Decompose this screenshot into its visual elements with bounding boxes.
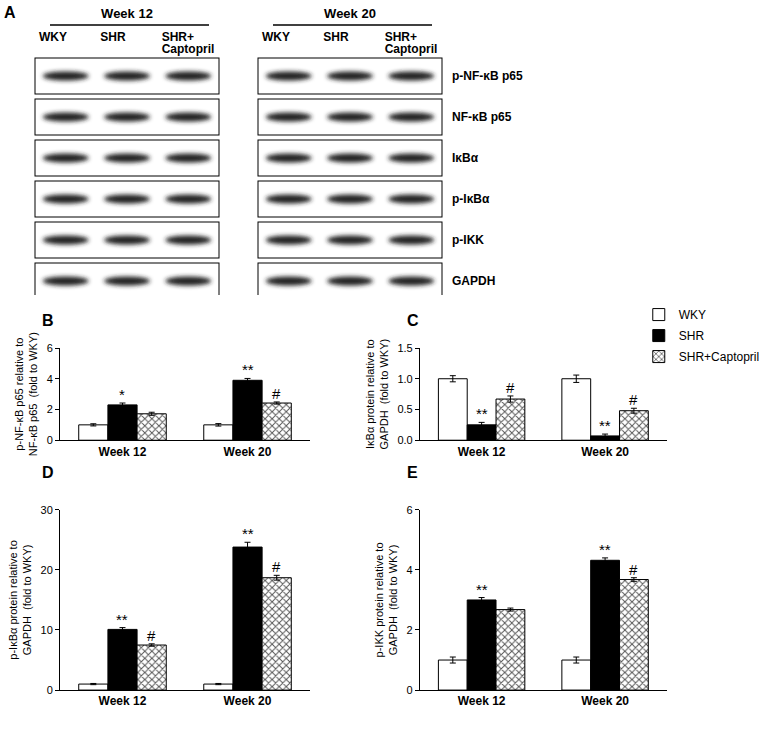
svg-text:A: A [4, 4, 16, 21]
svg-text:**: ** [476, 581, 488, 598]
svg-text:0: 0 [47, 434, 53, 446]
svg-text:E: E [407, 464, 418, 481]
svg-text:Week 20: Week 20 [581, 445, 629, 459]
svg-text:p-IKK: p-IKK [452, 233, 484, 247]
svg-text:6: 6 [407, 504, 413, 516]
svg-text:p-NF-κB p65 relative toNF-κB p: p-NF-κB p65 relative toNF-κB p65 (fold t… [13, 332, 39, 456]
svg-text:p-IKK protein relative toGAPDH: p-IKK protein relative toGAPDH (fold to … [373, 542, 399, 657]
svg-text:Captopril: Captopril [385, 42, 438, 56]
svg-text:1.5: 1.5 [397, 342, 412, 354]
svg-text:#: # [147, 627, 156, 644]
svg-text:**: ** [476, 405, 488, 422]
svg-text:Week 20: Week 20 [224, 445, 272, 459]
svg-text:4: 4 [407, 564, 413, 576]
svg-text:Week 12: Week 12 [101, 6, 153, 21]
svg-text:Week 12: Week 12 [458, 445, 506, 459]
svg-text:SHR+Captopril: SHR+Captopril [679, 350, 759, 364]
svg-text:**: ** [242, 525, 254, 542]
svg-text:#: # [629, 391, 638, 408]
svg-text:6: 6 [47, 342, 53, 354]
svg-text:SHR+: SHR+ [384, 30, 417, 44]
svg-text:4: 4 [47, 373, 53, 385]
svg-text:SHR: SHR [679, 329, 705, 343]
svg-text:IκBα protein relative toGAPDH: IκBα protein relative toGAPDH (fold to W… [364, 339, 390, 450]
svg-text:2: 2 [47, 403, 53, 415]
svg-text:GAPDH: GAPDH [452, 274, 495, 288]
svg-text:Week 12: Week 12 [99, 445, 147, 459]
svg-text:#: # [272, 385, 281, 402]
svg-text:*: * [119, 386, 125, 403]
svg-text:SHR: SHR [100, 30, 126, 44]
svg-text:p-NF-κB p65: p-NF-κB p65 [452, 69, 523, 83]
svg-text:#: # [506, 379, 515, 396]
svg-text:p-IκBα protein relative toGAPD: p-IκBα protein relative toGAPDH (fold to… [7, 540, 33, 659]
svg-text:B: B [42, 312, 54, 329]
svg-text:#: # [629, 561, 638, 578]
svg-text:**: ** [242, 361, 254, 378]
svg-text:**: ** [599, 417, 611, 434]
svg-text:WKY: WKY [39, 30, 67, 44]
svg-text:SHR: SHR [323, 30, 349, 44]
svg-text:0.0: 0.0 [397, 434, 412, 446]
svg-text:IκBα: IκBα [452, 151, 479, 165]
svg-text:WKY: WKY [262, 30, 290, 44]
svg-text:0: 0 [47, 684, 53, 696]
svg-text:0: 0 [407, 684, 413, 696]
svg-text:SHR+: SHR+ [161, 30, 194, 44]
svg-text:Week 12: Week 12 [99, 694, 147, 708]
svg-text:C: C [407, 312, 419, 329]
svg-text:0.5: 0.5 [397, 403, 412, 415]
svg-text:#: # [272, 558, 281, 575]
svg-text:D: D [42, 464, 54, 481]
svg-text:p-IκBα: p-IκBα [452, 192, 490, 206]
svg-text:Week 12: Week 12 [458, 694, 506, 708]
svg-text:NF-κB p65: NF-κB p65 [452, 110, 512, 124]
svg-text:WKY: WKY [679, 308, 706, 322]
svg-text:Captopril: Captopril [162, 42, 215, 56]
svg-text:**: ** [599, 541, 611, 558]
svg-text:20: 20 [41, 564, 53, 576]
svg-text:**: ** [116, 611, 128, 628]
svg-text:1.0: 1.0 [397, 373, 412, 385]
svg-text:10: 10 [41, 624, 53, 636]
svg-text:Week 20: Week 20 [581, 694, 629, 708]
svg-text:Week 20: Week 20 [324, 6, 376, 21]
svg-text:2: 2 [407, 624, 413, 636]
svg-text:Week 20: Week 20 [224, 694, 272, 708]
svg-text:30: 30 [41, 504, 53, 516]
